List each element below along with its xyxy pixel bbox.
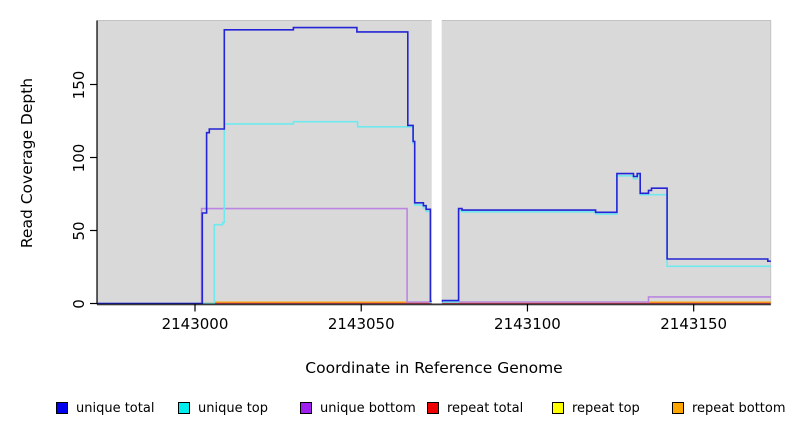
x-tick-label: 2143050 [327, 315, 395, 333]
legend-swatch-unique-total [56, 402, 68, 414]
x-tick-label: 2143000 [161, 315, 229, 333]
legend-label: repeat total [447, 400, 524, 416]
legend-item-unique-bottom: unique bottom [300, 399, 416, 417]
y-tick-label: 0 [70, 298, 88, 309]
x-axis-title: Coordinate in Reference Genome [305, 359, 563, 377]
y-tick-label: 150 [70, 70, 88, 99]
legend-label: repeat bottom [692, 400, 786, 416]
legend-item-unique-total: unique total [56, 399, 154, 417]
legend-label: repeat top [572, 400, 640, 416]
x-tick-label: 2143100 [494, 315, 561, 333]
legend: unique total unique top unique bottom repea… [0, 399, 792, 421]
y-tick-label: 100 [70, 143, 88, 172]
legend-label: unique total [76, 400, 155, 416]
legend-item-repeat-bottom: repeat bottom [672, 399, 786, 417]
legend-item-repeat-total: repeat total [427, 399, 523, 417]
legend-swatch-repeat-bottom [672, 402, 684, 414]
coverage-gap [431, 19, 442, 304]
legend-swatch-repeat-top [552, 402, 564, 414]
legend-swatch-unique-top [178, 402, 190, 414]
legend-item-unique-top: unique top [178, 399, 268, 417]
y-tick-label: 50 [70, 220, 88, 241]
legend-swatch-repeat-total [427, 402, 439, 414]
y-axis-title: Read Coverage Depth [18, 77, 36, 249]
x-tick-label: 2143150 [660, 315, 728, 333]
legend-swatch-unique-bottom [300, 402, 312, 414]
legend-item-repeat-top: repeat top [552, 399, 640, 417]
legend-label: unique top [198, 400, 269, 416]
legend-label: unique bottom [320, 400, 416, 416]
